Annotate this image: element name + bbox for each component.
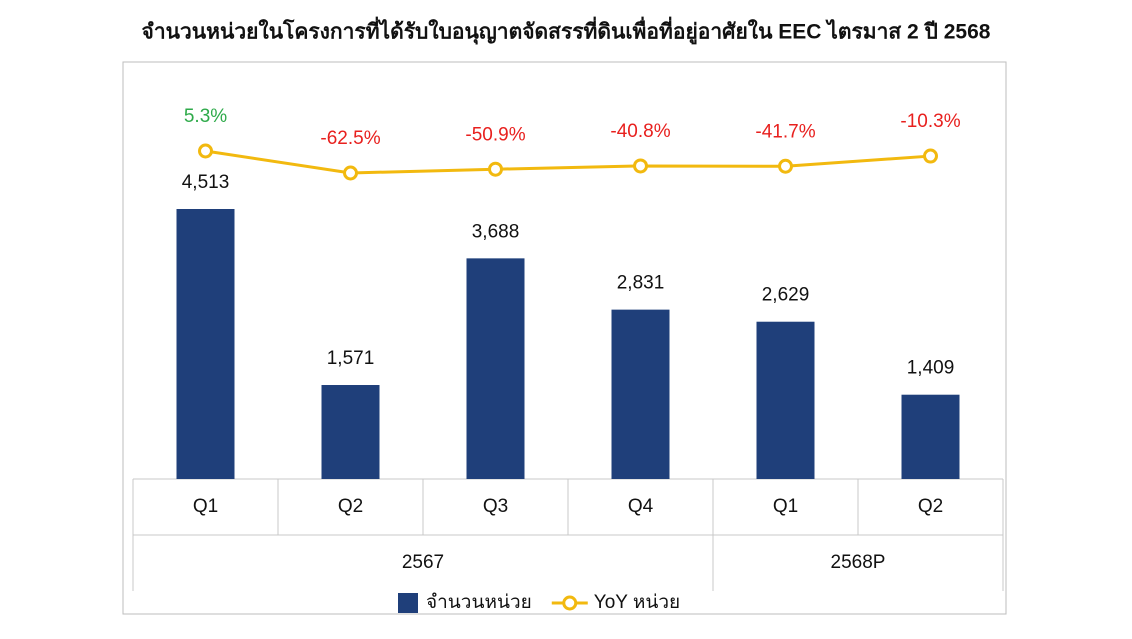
bar [756,321,815,479]
plot-frame [122,61,1007,615]
data-label: -10.3% [900,111,960,132]
line [205,149,931,175]
data-label: -41.7% [755,121,815,142]
line-point [488,161,503,177]
x-tick-label: Q4 [628,496,654,517]
legend-label: จำนวนหน่วย [426,592,532,613]
data-label: 1,571 [327,348,375,369]
bar [321,385,380,479]
group-label: 2567 [402,552,444,573]
data-label: 3,688 [472,221,520,242]
legend-swatch [562,595,578,611]
data-label: -62.5% [320,128,380,149]
bar [466,258,525,479]
line-point [923,148,938,164]
data-label: -50.9% [465,124,525,145]
data-label: -40.8% [610,121,670,142]
chart-title: จำนวนหน่วยในโครงการที่ได้รับใบอนุญาตจัดส… [142,16,991,46]
legend-swatch [398,593,418,613]
group-label: 2568P [831,552,886,573]
x-tick-label: Q1 [193,496,218,517]
line-point [633,158,648,174]
data-label: 4,513 [182,172,230,193]
line-point [198,143,213,159]
legend-label: YoY หน่วย [594,592,680,613]
bar [611,309,670,479]
x-tick-label: Q3 [483,496,508,517]
data-label: 2,831 [617,273,665,294]
x-tick-label: Q2 [338,496,363,517]
data-label: 2,629 [762,285,810,306]
bar [176,209,235,479]
bar [901,394,960,479]
data-label: 5.3% [184,106,227,127]
x-tick-label: Q2 [918,496,943,517]
x-tick-label: Q1 [773,496,798,517]
line-point [343,165,358,181]
data-label: 1,409 [907,358,955,379]
line-point [778,158,793,174]
